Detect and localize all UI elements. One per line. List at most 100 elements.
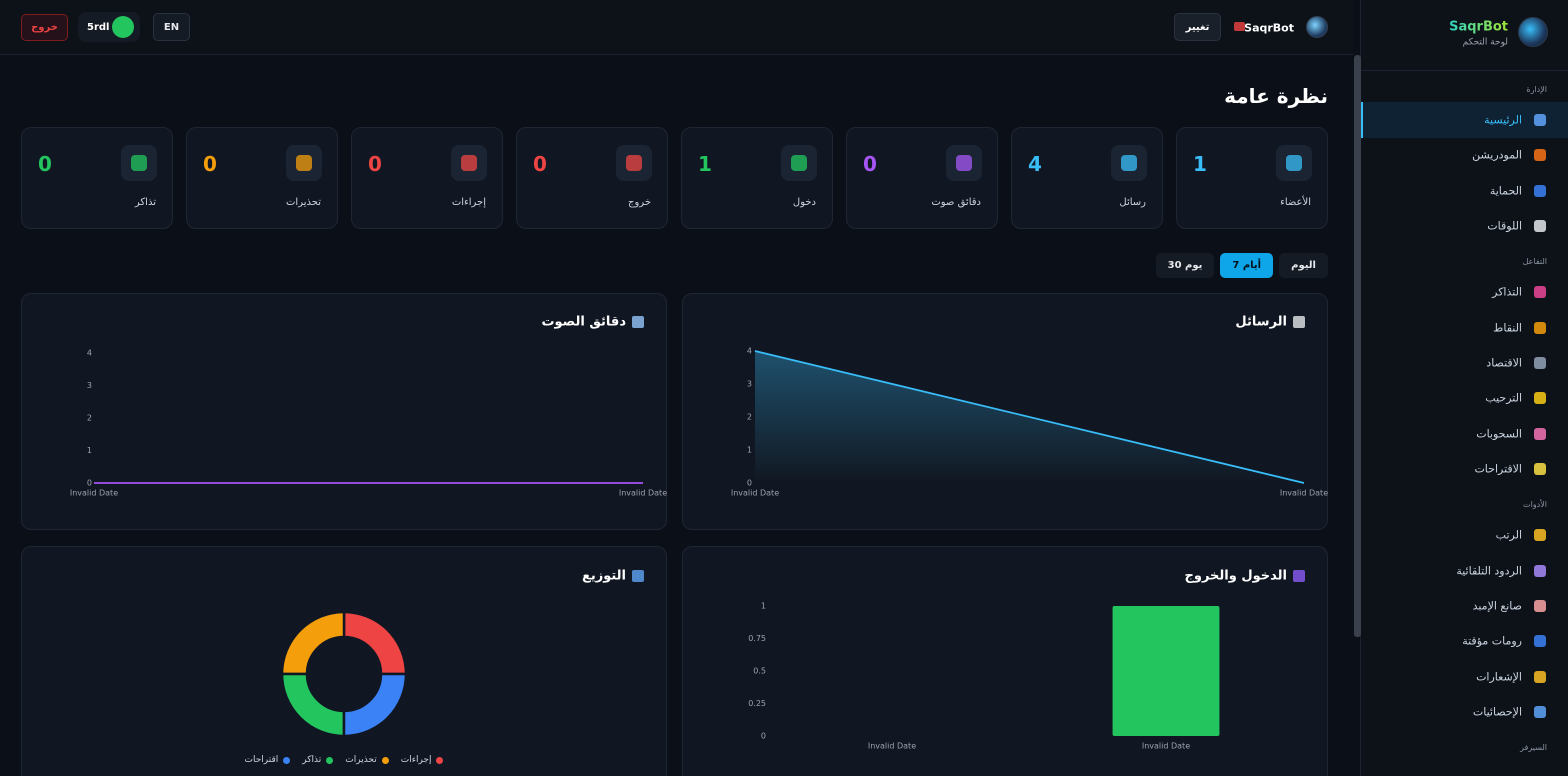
chart-panel xyxy=(21,546,667,776)
brand-avatar xyxy=(1518,17,1548,47)
bot-name: SaqrBot xyxy=(1244,21,1294,34)
legend-swatch xyxy=(326,756,334,764)
legend-label: تحذيرات xyxy=(345,755,377,765)
stat-icon xyxy=(791,155,807,171)
stat-icon xyxy=(461,155,477,171)
legend-swatch xyxy=(381,756,389,764)
scrollbar-thumb xyxy=(1354,55,1361,637)
stat-value: 4 xyxy=(1028,152,1042,176)
sidebar-item[interactable]: الردود التلقائية xyxy=(1456,564,1522,578)
sidebar-item[interactable]: اللوقات xyxy=(1487,219,1522,233)
sidebar-item-icon xyxy=(1534,220,1546,233)
page-title: نظرة عامة xyxy=(1224,84,1328,108)
sidebar-item[interactable]: الاقتصاد xyxy=(1486,356,1522,370)
sidebar-item[interactable]: صانع الإمبد xyxy=(1472,599,1522,613)
sidebar-item-icon xyxy=(1534,635,1546,648)
sidebar-item-icon xyxy=(1534,463,1546,476)
stat-value: 0 xyxy=(203,152,217,176)
sidebar-item-icon xyxy=(1534,600,1546,612)
sidebar-item-icon xyxy=(1534,564,1546,577)
range-tab[interactable]: اليوم xyxy=(1279,253,1328,278)
stat-icon xyxy=(626,155,642,171)
sidebar-item-icon xyxy=(1534,321,1546,334)
stat-value: 0 xyxy=(38,152,52,176)
stat-value: 0 xyxy=(368,152,382,176)
stat-icon xyxy=(1286,155,1302,171)
legend: إجراءات تحذيرات تذاكر اقتراحات xyxy=(21,755,667,765)
sidebar-item[interactable]: الرتب xyxy=(1495,528,1522,542)
logout-button[interactable] xyxy=(21,14,68,41)
topbar xyxy=(0,0,1353,55)
sidebar-section-title: الإدارة xyxy=(1526,85,1547,94)
legend-swatch xyxy=(283,756,291,764)
sidebar-item-icon xyxy=(1534,670,1546,683)
stat-label: دخول xyxy=(792,197,816,208)
language-label[interactable]: EN xyxy=(163,21,180,33)
chart-panel xyxy=(682,293,1328,530)
legend-label: تذاكر xyxy=(302,755,322,765)
user-name: 5rdl xyxy=(87,21,110,33)
range-tabs: اليوم 7 أيام 30 يوم xyxy=(1155,253,1328,278)
stat-label: إجراءات xyxy=(451,197,486,208)
sidebar-item[interactable]: النقاط xyxy=(1493,321,1522,335)
sidebar-item[interactable]: التذاكر xyxy=(1492,285,1522,299)
legend-item: تذاكر xyxy=(302,755,334,765)
sidebar-item[interactable]: المودريشن xyxy=(1472,148,1522,162)
sidebar-section-title: السيرفر xyxy=(1520,743,1547,753)
sidebar-section-title: التفاعل xyxy=(1522,257,1547,267)
sidebar-active-indicator xyxy=(1360,102,1363,138)
stat-icon xyxy=(956,155,972,171)
stat-icon xyxy=(131,155,147,171)
range-tab[interactable]: 30 يوم xyxy=(1155,253,1215,278)
sidebar-item-icon xyxy=(1534,357,1546,369)
stat-label: الأعضاء xyxy=(1280,197,1311,208)
legend-label: اقتراحات xyxy=(244,755,279,765)
legend-item: تحذيرات xyxy=(345,755,389,765)
bot-avatar xyxy=(1306,16,1328,38)
sidebar-item-icon xyxy=(1534,706,1546,719)
legend-swatch xyxy=(436,756,444,764)
stat-label: دقائق صوت xyxy=(931,197,981,208)
user-avatar xyxy=(112,16,134,38)
sidebar-item-icon xyxy=(1534,114,1546,126)
legend-label: إجراءات xyxy=(400,755,432,765)
stat-value: 0 xyxy=(863,152,877,176)
sidebar-item[interactable]: السحوبات xyxy=(1476,427,1522,441)
chart-panel xyxy=(682,546,1328,776)
sidebar-item[interactable]: الإحصائيات xyxy=(1472,705,1522,719)
stat-icon xyxy=(296,155,312,171)
sidebar-item[interactable]: الرئيسية xyxy=(1484,113,1522,127)
sidebar-item[interactable]: الإشعارات xyxy=(1476,670,1522,684)
stat-value: 1 xyxy=(698,152,712,176)
stat-icon xyxy=(1121,155,1137,171)
brand-name: SaqrBot xyxy=(1449,19,1508,35)
sidebar-item[interactable]: رومات مؤقتة xyxy=(1462,634,1522,648)
stat-value: 0 xyxy=(533,152,547,176)
language-button[interactable] xyxy=(153,13,190,41)
stat-label: رسائل xyxy=(1119,197,1146,208)
legend-item: إجراءات xyxy=(401,755,444,765)
stat-label: خروج xyxy=(628,197,651,208)
brand-subtitle: لوحة التحكم xyxy=(1462,37,1508,48)
sidebar-item-icon xyxy=(1534,286,1546,299)
sidebar-header-divider xyxy=(1361,70,1568,71)
legend-item: اقتراحات xyxy=(245,755,291,765)
sidebar-item[interactable]: الحماية xyxy=(1489,184,1522,198)
logout-label[interactable]: خروج xyxy=(31,21,58,33)
sidebar-item-icon xyxy=(1534,427,1546,440)
sidebar-item-icon xyxy=(1534,149,1546,162)
sidebar-section-title: الأدوات xyxy=(1523,500,1547,510)
sidebar-item-icon xyxy=(1534,392,1546,405)
bot-icon xyxy=(1234,22,1245,31)
sidebar-item[interactable]: الاقتراحات xyxy=(1474,462,1522,476)
sidebar-active-bg xyxy=(1361,102,1568,138)
change-label[interactable]: تغيير xyxy=(1185,21,1210,33)
range-tab[interactable]: 7 أيام xyxy=(1220,253,1274,278)
sidebar-item-icon xyxy=(1534,184,1546,197)
sidebar-item[interactable]: الترحيب xyxy=(1485,391,1522,405)
sidebar-item-icon xyxy=(1534,529,1546,542)
stat-label: تذاكر xyxy=(134,197,156,208)
stat-label: تحذيرات xyxy=(286,197,321,208)
change-button[interactable] xyxy=(1174,13,1221,41)
